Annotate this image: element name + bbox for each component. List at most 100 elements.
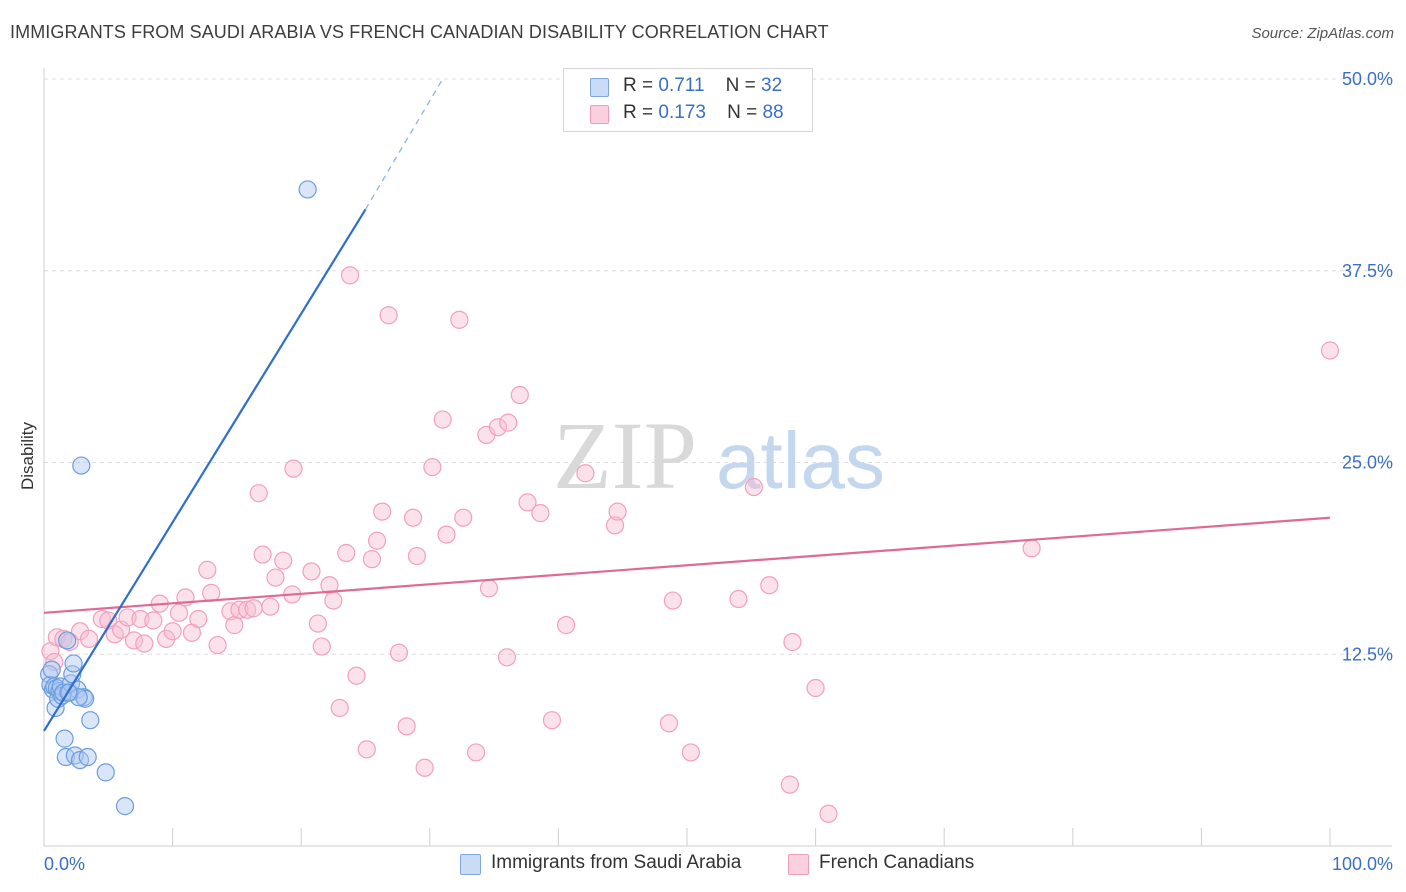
data-point-french-canadians bbox=[337, 543, 356, 563]
legend-swatch-pink bbox=[590, 105, 609, 124]
data-point-saudi-arabia bbox=[58, 631, 77, 650]
series-french-canadians bbox=[41, 266, 1340, 823]
x-tick-label: 100.0% bbox=[1332, 854, 1393, 874]
data-point-saudi-arabia bbox=[115, 797, 135, 816]
legend-r-label: R = bbox=[623, 102, 654, 123]
bottom-legend-swatch-pink bbox=[788, 854, 809, 875]
data-point-french-canadians bbox=[373, 502, 392, 521]
data-point-french-canadians bbox=[208, 635, 227, 655]
y-tick-label: 50.0% bbox=[1342, 69, 1393, 89]
data-point-french-canadians bbox=[163, 622, 182, 641]
trendlines bbox=[43, 78, 1331, 732]
data-point-french-canadians bbox=[542, 711, 562, 730]
data-point-french-canadians bbox=[576, 464, 595, 483]
data-point-french-canadians bbox=[357, 740, 376, 759]
data-point-saudi-arabia bbox=[298, 180, 317, 199]
data-point-french-canadians bbox=[302, 562, 321, 581]
data-point-saudi-arabia bbox=[69, 688, 88, 707]
data-point-french-canadians bbox=[454, 508, 473, 527]
data-point-french-canadians bbox=[266, 568, 285, 587]
data-point-french-canadians bbox=[780, 775, 799, 794]
trendline-saudi-arabia-extension bbox=[364, 78, 444, 210]
data-point-french-canadians bbox=[367, 531, 387, 550]
trendline-french-canadians bbox=[43, 516, 1331, 614]
data-point-french-canadians bbox=[423, 458, 442, 477]
data-point-french-canadians bbox=[340, 266, 360, 285]
data-point-french-canadians bbox=[510, 385, 529, 405]
gridlines bbox=[44, 78, 1392, 655]
data-point-french-canadians bbox=[225, 616, 244, 635]
bottom-legend-swatch-blue bbox=[460, 854, 481, 875]
watermark: ZIP atlas bbox=[553, 402, 885, 509]
data-point-french-canadians bbox=[433, 410, 452, 429]
data-point-french-canadians bbox=[79, 629, 99, 649]
tick-labels: 12.5% 25.0% 37.5% 50.0% 0.0% 100.0% bbox=[44, 69, 1393, 874]
data-point-saudi-arabia bbox=[78, 747, 97, 767]
data-point-saudi-arabia bbox=[55, 729, 74, 748]
data-point-french-canadians bbox=[330, 698, 349, 718]
data-point-french-canadians bbox=[169, 603, 189, 622]
data-point-saudi-arabia bbox=[96, 763, 115, 782]
y-tick-label: 25.0% bbox=[1342, 453, 1393, 473]
data-point-french-canadians bbox=[518, 493, 537, 512]
data-point-french-canadians bbox=[308, 614, 328, 633]
data-point-french-canadians bbox=[488, 418, 508, 437]
data-point-french-canadians bbox=[557, 616, 576, 635]
data-point-french-canadians bbox=[663, 591, 682, 610]
x-tick-label: 0.0% bbox=[44, 854, 85, 874]
bottom-legend-label-blue: Immigrants from Saudi Arabia bbox=[491, 852, 742, 873]
data-point-french-canadians bbox=[466, 743, 486, 762]
data-point-french-canadians bbox=[198, 560, 217, 579]
data-point-french-canadians bbox=[403, 508, 423, 527]
data-point-french-canadians bbox=[531, 504, 550, 523]
data-point-french-canadians bbox=[261, 597, 280, 616]
data-point-french-canadians bbox=[249, 484, 268, 503]
data-point-french-canadians bbox=[415, 758, 434, 777]
y-axis-label: Disability bbox=[18, 421, 37, 491]
data-point-french-canadians bbox=[819, 804, 838, 823]
data-point-french-canadians bbox=[320, 576, 339, 595]
data-point-french-canadians bbox=[347, 666, 366, 685]
data-point-french-canadians bbox=[144, 611, 163, 630]
data-point-french-canadians bbox=[284, 459, 303, 478]
data-point-french-canadians bbox=[238, 600, 257, 619]
data-point-french-canadians bbox=[92, 609, 111, 629]
source-credit: Source: ZipAtlas.com bbox=[1251, 25, 1394, 42]
data-point-french-canadians bbox=[124, 631, 144, 650]
data-point-french-canadians bbox=[605, 516, 625, 535]
data-point-french-canadians bbox=[135, 634, 154, 653]
data-point-french-canadians bbox=[497, 648, 517, 667]
watermark-zip: ZIP bbox=[553, 402, 697, 509]
legend-n-label: N = bbox=[725, 75, 756, 96]
data-point-french-canadians bbox=[783, 632, 802, 652]
data-point-french-canadians bbox=[189, 609, 208, 629]
legend-r-label: R = bbox=[623, 75, 654, 96]
data-point-saudi-arabia bbox=[64, 654, 83, 673]
data-point-french-canadians bbox=[105, 625, 124, 644]
data-point-french-canadians bbox=[253, 545, 272, 564]
data-point-french-canadians bbox=[659, 714, 679, 733]
correlation-legend: R = 0.711 N = 32 R = 0.173 N = 88 bbox=[563, 68, 813, 132]
data-point-french-canadians bbox=[608, 502, 627, 521]
bottom-legend-label-pink: French Canadians bbox=[819, 852, 975, 873]
series-saudi-arabia bbox=[40, 180, 317, 816]
y-tick-label: 12.5% bbox=[1342, 644, 1393, 664]
axes bbox=[43, 68, 1392, 847]
legend-r-value-pink: 0.173 bbox=[658, 102, 706, 123]
data-point-saudi-arabia bbox=[42, 660, 61, 679]
data-point-french-canadians bbox=[397, 717, 416, 736]
data-point-french-canadians bbox=[1320, 341, 1340, 360]
data-point-french-canadians bbox=[324, 591, 343, 610]
legend-n-value-blue: 32 bbox=[761, 75, 783, 96]
data-point-french-canadians bbox=[379, 306, 398, 325]
data-point-french-canadians bbox=[389, 643, 409, 662]
data-point-saudi-arabia bbox=[81, 711, 100, 730]
chart-title: IMMIGRANTS FROM SAUDI ARABIA VS FRENCH C… bbox=[10, 22, 829, 42]
legend-r-value-blue: 0.711 bbox=[658, 75, 705, 96]
legend-n-value-pink: 88 bbox=[762, 102, 784, 123]
data-point-french-canadians bbox=[499, 413, 518, 432]
data-point-french-canadians bbox=[806, 678, 825, 698]
data-point-french-canadians bbox=[407, 546, 427, 566]
data-point-french-canadians bbox=[744, 477, 763, 497]
